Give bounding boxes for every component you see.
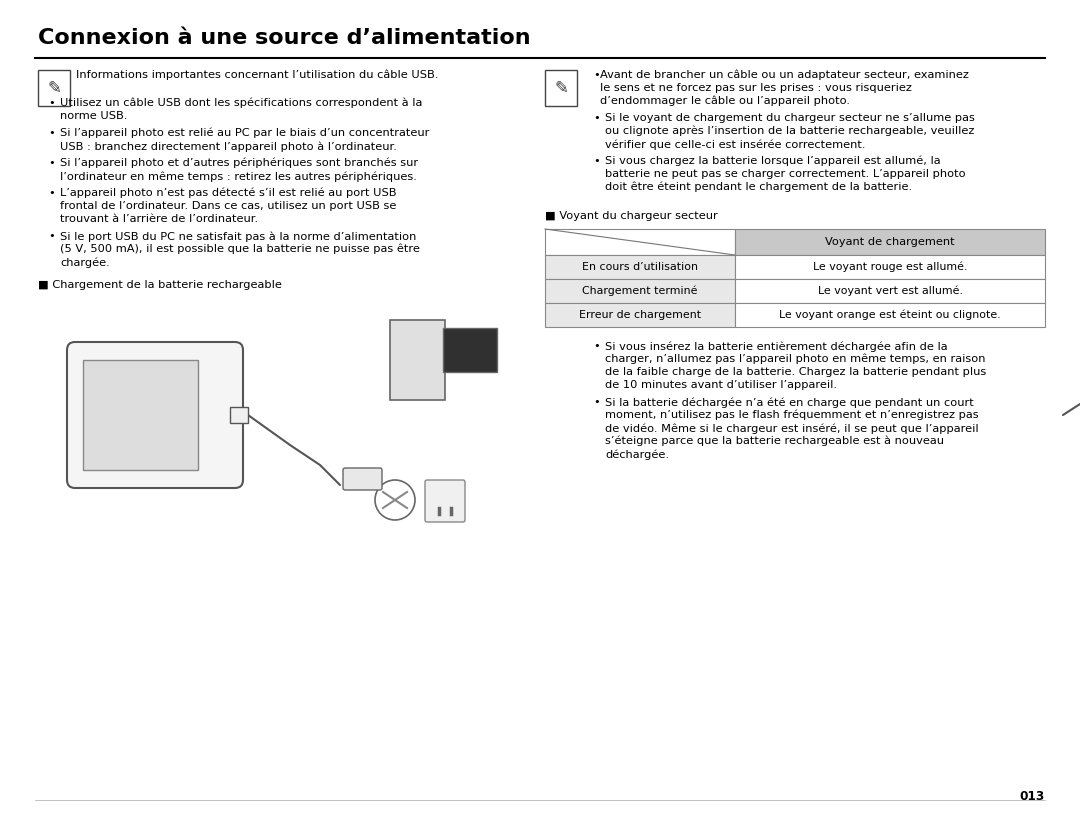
- Text: Informations importantes concernant l’utilisation du câble USB.: Informations importantes concernant l’ut…: [76, 70, 438, 81]
- Text: charger, n’allumez pas l’appareil photo en même temps, en raison: charger, n’allumez pas l’appareil photo …: [605, 354, 986, 364]
- FancyBboxPatch shape: [230, 407, 248, 423]
- FancyBboxPatch shape: [426, 480, 465, 522]
- Text: •: •: [48, 128, 55, 138]
- Text: 013: 013: [1020, 790, 1045, 803]
- Text: ✎: ✎: [554, 79, 568, 97]
- Text: Utilisez un câble USB dont les spécifications correspondent à la: Utilisez un câble USB dont les spécifica…: [60, 98, 422, 108]
- Bar: [545, 255, 735, 279]
- Text: trouvant à l’arrière de l’ordinateur.: trouvant à l’arrière de l’ordinateur.: [60, 214, 258, 224]
- Text: Si vous chargez la batterie lorsque l’appareil est allumé, la: Si vous chargez la batterie lorsque l’ap…: [605, 156, 941, 166]
- Bar: [735, 229, 1045, 255]
- Text: Chargement terminé: Chargement terminé: [582, 286, 698, 296]
- Text: Le voyant orange est éteint ou clignote.: Le voyant orange est éteint ou clignote.: [779, 310, 1001, 320]
- Text: Si l’appareil photo est relié au PC par le biais d’un concentrateur: Si l’appareil photo est relié au PC par …: [60, 128, 430, 139]
- Text: •: •: [48, 231, 55, 241]
- Text: frontal de l’ordinateur. Dans ce cas, utilisez un port USB se: frontal de l’ordinateur. Dans ce cas, ut…: [60, 201, 396, 211]
- FancyBboxPatch shape: [67, 342, 243, 488]
- Bar: [545, 229, 735, 255]
- Text: L’appareil photo n’est pas détecté s’il est relié au port USB: L’appareil photo n’est pas détecté s’il …: [60, 188, 396, 199]
- Text: doit être éteint pendant le chargement de la batterie.: doit être éteint pendant le chargement d…: [605, 182, 913, 192]
- Text: •: •: [593, 397, 599, 407]
- Text: l’ordinateur en même temps : retirez les autres périphériques.: l’ordinateur en même temps : retirez les…: [60, 171, 417, 182]
- Text: Voyant de chargement: Voyant de chargement: [825, 237, 955, 247]
- Bar: [545, 303, 735, 327]
- Text: moment, n’utilisez pas le flash fréquemment et n’enregistrez pas: moment, n’utilisez pas le flash fréquemm…: [605, 410, 978, 421]
- Text: •: •: [593, 156, 599, 166]
- Text: •: •: [48, 158, 55, 168]
- Text: ✎: ✎: [48, 79, 60, 97]
- Bar: [735, 255, 1045, 279]
- FancyBboxPatch shape: [38, 70, 70, 106]
- Text: •: •: [593, 70, 599, 80]
- Text: USB : branchez directement l’appareil photo à l’ordinateur.: USB : branchez directement l’appareil ph…: [60, 141, 396, 152]
- Bar: [735, 279, 1045, 303]
- Text: Si vous insérez la batterie entièrement déchargée afin de la: Si vous insérez la batterie entièrement …: [605, 341, 947, 351]
- Text: Si le voyant de chargement du chargeur secteur ne s’allume pas: Si le voyant de chargement du chargeur s…: [605, 113, 975, 123]
- Text: le sens et ne forcez pas sur les prises : vous risqueriez: le sens et ne forcez pas sur les prises …: [600, 83, 912, 93]
- Circle shape: [375, 480, 415, 520]
- FancyBboxPatch shape: [343, 468, 382, 490]
- Text: •: •: [593, 113, 599, 123]
- Text: s’éteigne parce que la batterie rechargeable est à nouveau: s’éteigne parce que la batterie recharge…: [605, 436, 944, 447]
- Text: de la faible charge de la batterie. Chargez la batterie pendant plus: de la faible charge de la batterie. Char…: [605, 367, 986, 377]
- Text: Erreur de chargement: Erreur de chargement: [579, 310, 701, 320]
- Bar: [545, 279, 735, 303]
- Text: Le voyant rouge est allumé.: Le voyant rouge est allumé.: [813, 262, 968, 272]
- Text: ■ Chargement de la batterie rechargeable: ■ Chargement de la batterie rechargeable: [38, 280, 282, 290]
- Text: Si la batterie déchargée n’a été en charge que pendant un court: Si la batterie déchargée n’a été en char…: [605, 397, 974, 408]
- FancyBboxPatch shape: [390, 320, 445, 400]
- Text: •: •: [48, 98, 55, 108]
- Text: Si l’appareil photo et d’autres périphériques sont branchés sur: Si l’appareil photo et d’autres périphér…: [60, 158, 418, 169]
- Text: Le voyant vert est allumé.: Le voyant vert est allumé.: [818, 286, 962, 296]
- Text: norme USB.: norme USB.: [60, 111, 127, 121]
- FancyBboxPatch shape: [545, 70, 577, 106]
- Text: vérifier que celle-ci est insérée correctement.: vérifier que celle-ci est insérée correc…: [605, 139, 865, 149]
- Text: ■ Voyant du chargeur secteur: ■ Voyant du chargeur secteur: [545, 211, 718, 221]
- Text: d’endommager le câble ou l’appareil photo.: d’endommager le câble ou l’appareil phot…: [600, 96, 850, 107]
- Text: batterie ne peut pas se charger correctement. L’appareil photo: batterie ne peut pas se charger correcte…: [605, 169, 966, 179]
- FancyBboxPatch shape: [83, 360, 198, 470]
- Bar: [735, 303, 1045, 327]
- Text: déchargée.: déchargée.: [605, 449, 669, 460]
- Text: Avant de brancher un câble ou un adaptateur secteur, examinez: Avant de brancher un câble ou un adaptat…: [600, 70, 969, 81]
- FancyBboxPatch shape: [443, 328, 497, 372]
- Text: En cours d’utilisation: En cours d’utilisation: [582, 262, 698, 272]
- Text: (5 V, 500 mA), il est possible que la batterie ne puisse pas être: (5 V, 500 mA), il est possible que la ba…: [60, 244, 420, 254]
- Text: ou clignote après l’insertion de la batterie rechargeable, veuillez: ou clignote après l’insertion de la batt…: [605, 126, 974, 136]
- Text: •: •: [593, 341, 599, 351]
- Text: de 10 minutes avant d’utiliser l’appareil.: de 10 minutes avant d’utiliser l’apparei…: [605, 380, 837, 390]
- Text: chargée.: chargée.: [60, 257, 110, 267]
- Text: de vidéo. Même si le chargeur est inséré, il se peut que l’appareil: de vidéo. Même si le chargeur est inséré…: [605, 423, 978, 434]
- Text: •: •: [48, 188, 55, 198]
- Text: Si le port USB du PC ne satisfait pas à la norme d’alimentation: Si le port USB du PC ne satisfait pas à …: [60, 231, 417, 241]
- Text: Connexion à une source d’alimentation: Connexion à une source d’alimentation: [38, 28, 530, 48]
